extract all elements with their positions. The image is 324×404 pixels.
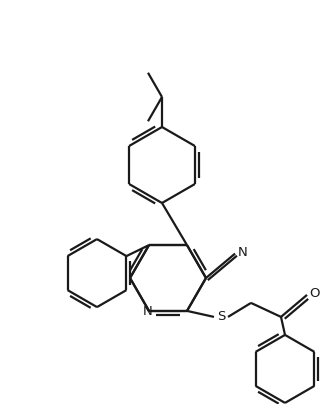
Text: S: S bbox=[217, 310, 225, 324]
Text: N: N bbox=[143, 305, 153, 318]
Text: O: O bbox=[310, 287, 320, 301]
Text: N: N bbox=[238, 246, 248, 259]
